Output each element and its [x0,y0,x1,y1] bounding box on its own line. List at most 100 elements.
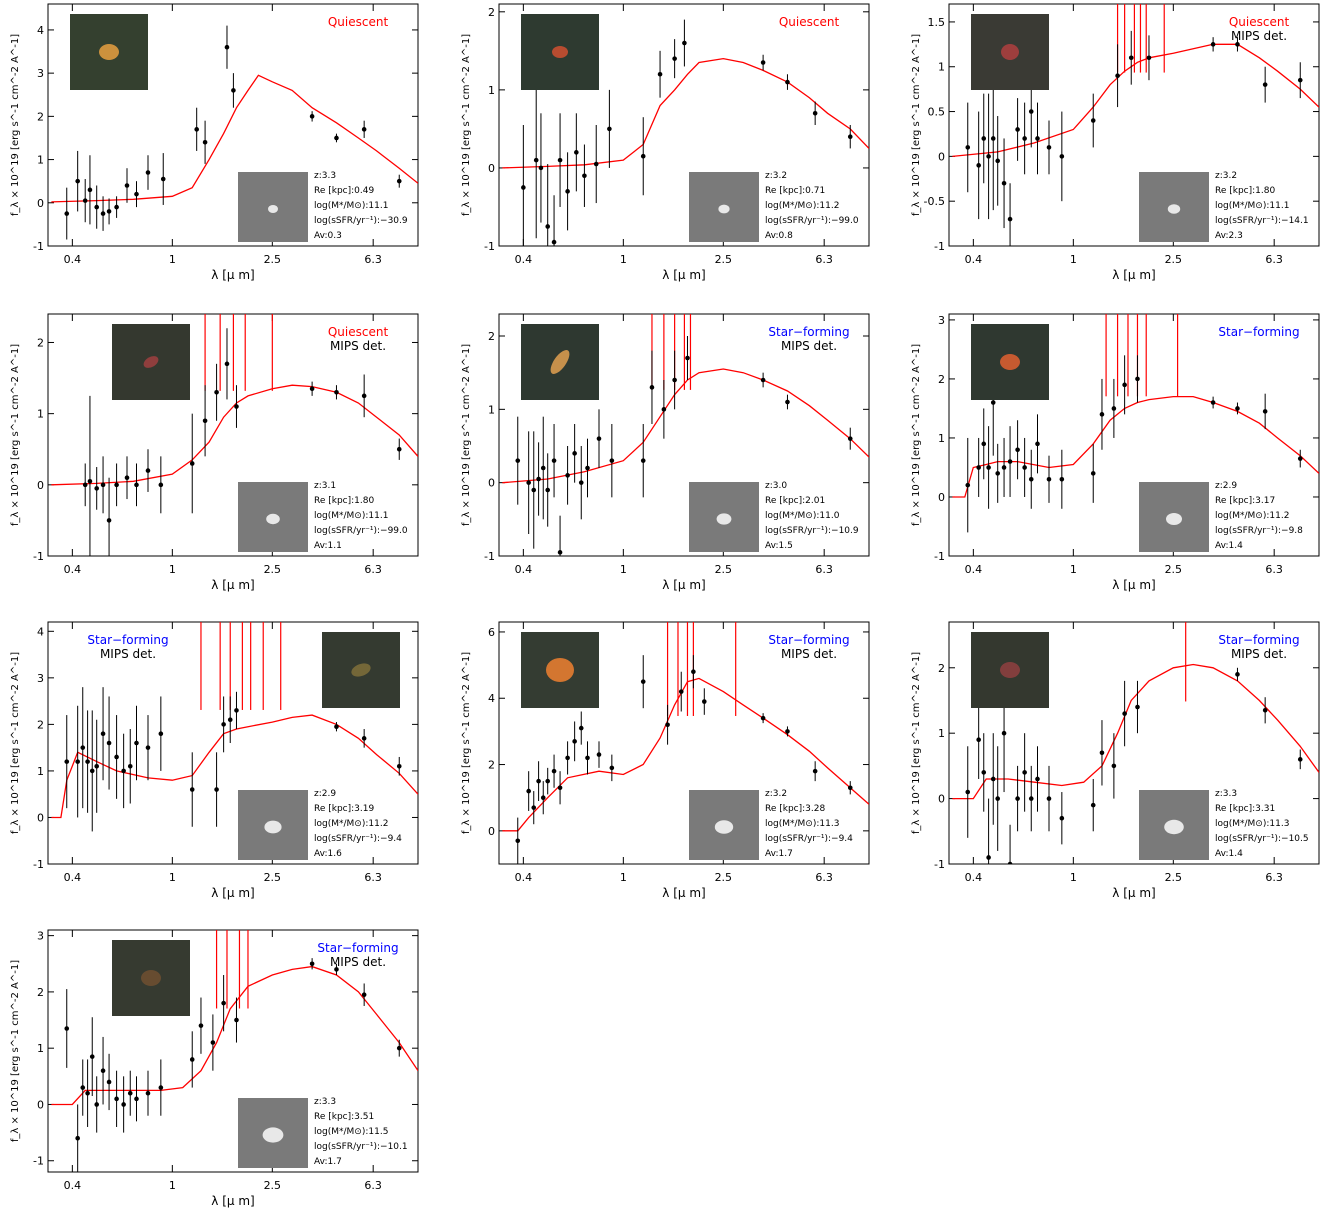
classification-label: Quiescent [779,15,840,29]
mips-label: MIPS det. [100,647,156,661]
y-tick-label: 0 [938,150,945,163]
x-tick-label: 1 [620,871,627,884]
y-tick-label: 1 [488,403,495,416]
x-tick-label: 6.3 [364,253,382,266]
y-axis-label: f_λ × 10^19 [erg s^-1 cm^-2 A^-1] [911,34,922,216]
y-tick-label: 2 [37,718,44,731]
photometry-point [551,239,557,245]
photometry-point [189,461,195,466]
photometry-point [565,473,570,478]
photometry-point [557,550,563,555]
info-line: log(M*/M⊙):11.2 [1215,511,1289,521]
y-tick-label: 1 [37,765,44,778]
photometry-point [1059,476,1065,482]
x-tick-label: 6.3 [815,871,833,884]
photometry-point [87,187,93,193]
photometry-point [691,669,696,675]
photometry-point [234,708,239,713]
photometry-point [224,361,230,367]
info-line: log(sSFR/yr⁻¹):−9.8 [1215,526,1303,536]
photometry-point [672,56,677,61]
y-tick-label: 1 [37,408,44,421]
x-axis-label: λ [μ m] [1112,268,1155,282]
sed-panel-2: -1 0 1 2 0.4 1 2.5 6.3 λ [μ m] f_λ × 10^19 [erg s… [461,3,870,282]
y-tick-label: 0 [37,811,44,824]
info-line: log(M*/M⊙):11.5 [314,1127,388,1137]
info-line: z:2.9 [1215,481,1237,491]
photometry-point [521,185,526,190]
photometry-point [85,759,90,764]
photometry-point [1035,776,1040,782]
info-line: log(sSFR/yr⁻¹):−99.0 [765,216,859,226]
y-tick-label: 1 [488,84,495,97]
photometry-point [557,157,563,163]
info-line: Av:1.5 [765,541,793,551]
x-axis-label: λ [μ m] [211,578,254,592]
x-tick-label: 1 [1070,253,1077,266]
galaxy-core [1001,44,1019,60]
photometry-point [202,139,208,145]
y-tick-label: 1.5 [928,16,946,29]
photometry-point [221,1000,226,1006]
info-line: Av:1.7 [314,1157,342,1167]
x-tick-label: 6.3 [364,871,382,884]
x-axis-label: λ [μ m] [211,1194,254,1208]
photometry-point [1297,77,1303,83]
photometry-point [551,768,557,774]
x-tick-label: 2.5 [264,1179,282,1192]
photometry-point [596,752,602,757]
photometry-point [82,198,88,203]
x-tick-label: 6.3 [815,563,833,576]
x-axis-label: λ [μ m] [211,886,254,900]
classification-label: Star−forming [317,941,398,955]
photometry-point [640,153,646,159]
photometry-point [94,763,99,769]
info-line: Av:1.7 [765,849,793,859]
y-tick-label: 2 [938,662,945,675]
photometry-point [1059,815,1065,821]
y-axis-label: f_λ × 10^19 [erg s^-1 cm^-2 A^-1] [10,652,21,834]
info-line: Re [kpc]:3.28 [765,804,825,814]
photometry-point [981,136,987,141]
photometry-point [572,451,577,456]
info-line: Re [kpc]:3.31 [1215,804,1275,814]
photometry-point [114,482,119,488]
photometry-point [106,209,112,214]
info-line: Re [kpc]:3.51 [314,1112,374,1122]
y-tick-label: 2 [488,330,495,343]
galaxy-core [546,658,574,682]
photometry-point [221,722,226,727]
photometry-point [582,173,587,179]
photometry-point [100,482,106,488]
photometry-point [565,189,570,194]
photometry-point [990,136,996,141]
info-line: Re [kpc]:1.80 [1215,186,1275,196]
info-line: z:3.3 [314,1097,336,1107]
photometry-point [106,1079,112,1085]
photometry-point [121,1102,126,1107]
photometry-point [396,178,402,184]
grey-image-stamp [689,482,759,552]
photometry-point [231,88,236,93]
photometry-point [995,158,1000,164]
photometry-point [1235,672,1240,677]
galaxy-core [714,820,734,834]
photometry-point [526,480,531,485]
x-tick-label: 0.4 [64,563,82,576]
x-tick-label: 1 [1070,871,1077,884]
galaxy-core [1000,354,1020,370]
y-tick-label: 4 [37,24,44,37]
x-axis-label: λ [μ m] [662,886,705,900]
y-tick-label: 3 [37,67,44,80]
mips-label: MIPS det. [1231,647,1287,661]
x-tick-label: 6.3 [1265,253,1283,266]
x-tick-label: 1 [169,563,176,576]
y-tick-label: 3 [37,930,44,943]
photometry-point [158,731,164,736]
grey-image-stamp [238,482,308,552]
x-tick-label: 1 [620,563,627,576]
photometry-point [189,1057,195,1062]
x-tick-label: 2.5 [264,563,282,576]
x-tick-label: 0.4 [515,253,533,266]
